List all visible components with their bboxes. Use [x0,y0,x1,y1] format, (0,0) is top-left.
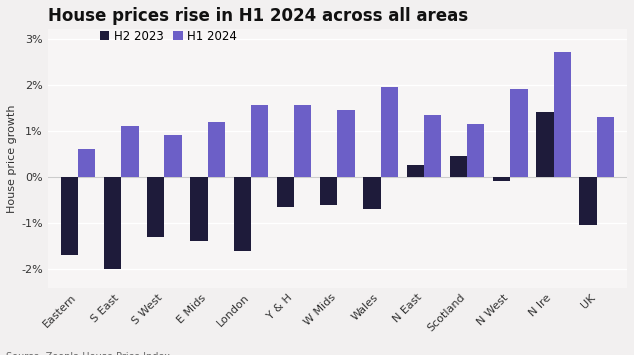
Bar [450,156,467,177]
Bar [510,89,527,177]
Bar [406,165,424,177]
Bar [233,177,251,251]
Bar [493,177,510,181]
Bar [121,126,138,177]
Y-axis label: House price growth: House price growth [7,104,17,213]
Bar [61,177,78,255]
Bar [104,177,121,269]
Text: House prices rise in H1 2024 across all areas: House prices rise in H1 2024 across all … [48,7,468,25]
Bar [553,52,571,177]
Bar [208,121,225,177]
Bar [164,135,182,177]
Bar [363,177,380,209]
Bar [536,112,553,177]
Bar [147,177,164,237]
Bar [251,105,268,177]
Bar [277,177,294,207]
Bar [579,177,597,225]
Bar [424,115,441,177]
Bar [190,177,208,241]
Bar [380,87,398,177]
Bar [320,177,337,204]
Bar [597,117,614,177]
Bar [78,149,95,177]
Legend: H2 2023, H1 2024: H2 2023, H1 2024 [100,30,237,43]
Bar [337,110,354,177]
Bar [294,105,311,177]
Text: Source: Zoopla House Price Index: Source: Zoopla House Price Index [6,352,171,355]
Bar [467,124,484,177]
